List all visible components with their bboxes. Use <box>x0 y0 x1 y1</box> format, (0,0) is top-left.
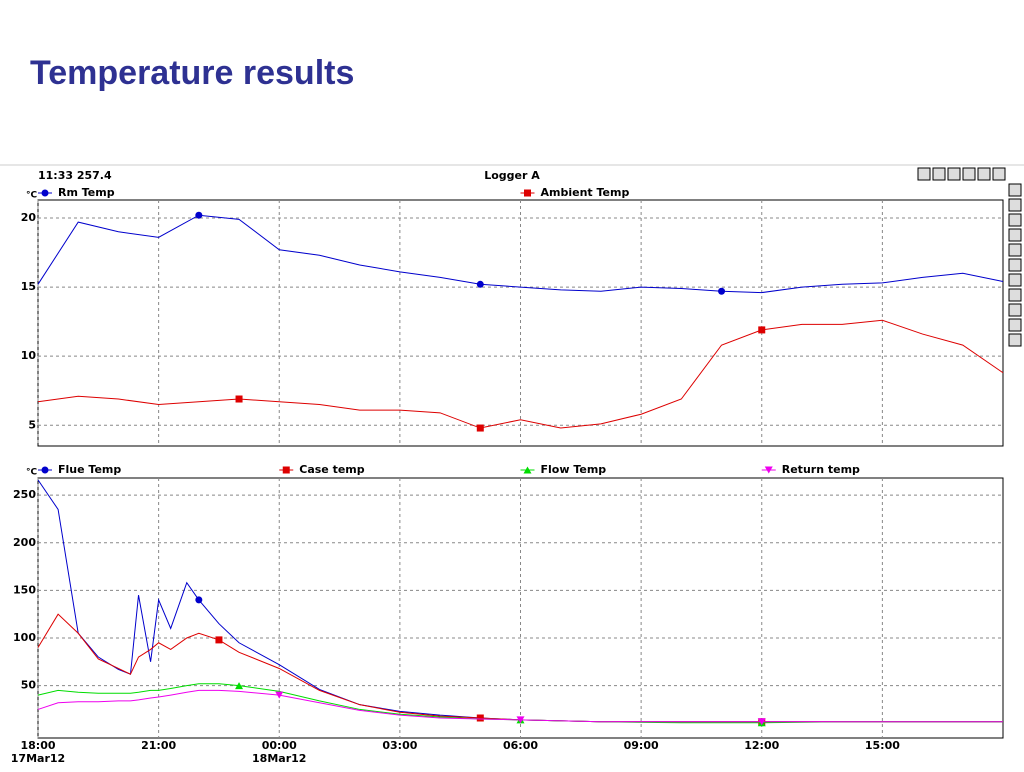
marker <box>718 287 726 295</box>
x-tick-label: 12:00 <box>744 739 779 752</box>
unit-label: °C <box>26 191 38 201</box>
tool-button[interactable] <box>1008 333 1022 347</box>
header-left: 11:33 257.4 <box>38 169 112 182</box>
y-tick-label: 100 <box>13 631 36 644</box>
tool-button[interactable] <box>977 167 991 181</box>
y-tick-label: 15 <box>21 280 36 293</box>
x-tick-label: 21:00 <box>141 739 176 752</box>
tool-button[interactable] <box>947 167 961 181</box>
marker <box>524 189 531 197</box>
x-tick-label: 03:00 <box>382 739 417 752</box>
marker <box>523 466 532 474</box>
marker <box>282 466 290 474</box>
marker <box>41 189 49 197</box>
y-tick-label: 20 <box>21 211 37 224</box>
x-tick-label: 18:00 <box>20 739 55 752</box>
tool-button[interactable] <box>1008 318 1022 332</box>
marker <box>764 466 773 474</box>
marker <box>275 691 284 699</box>
y-tick-label: 50 <box>21 679 37 692</box>
x-tick-label: 15:00 <box>865 739 900 752</box>
legend-label: Return temp <box>782 463 860 476</box>
marker <box>758 326 766 334</box>
y-tick-label: 150 <box>13 583 36 596</box>
marker <box>476 424 484 432</box>
y-tick-label: 250 <box>13 488 36 501</box>
tool-button[interactable] <box>1008 243 1022 257</box>
tool-button[interactable] <box>962 167 976 181</box>
legend-label: Ambient Temp <box>541 186 630 199</box>
y-tick-label: 200 <box>13 536 36 549</box>
marker <box>516 716 525 724</box>
series-line <box>37 319 1004 429</box>
x-tick-label: 09:00 <box>624 739 659 752</box>
marker <box>41 466 49 474</box>
legend-label: Case temp <box>299 463 365 476</box>
marker <box>215 636 223 644</box>
marker <box>235 682 244 690</box>
tool-button[interactable] <box>1008 198 1022 212</box>
tool-button[interactable] <box>1008 273 1022 287</box>
tool-button[interactable] <box>917 167 931 181</box>
x-date-label: 18Mar12 <box>252 752 306 765</box>
side-toolbar[interactable] <box>1008 183 1022 347</box>
unit-label: °C <box>26 468 38 478</box>
marker <box>476 280 484 288</box>
marker <box>195 211 203 219</box>
header-center: Logger A <box>484 169 540 182</box>
tool-button[interactable] <box>932 167 946 181</box>
legend-label: Rm Temp <box>58 186 115 199</box>
x-tick-label: 06:00 <box>503 739 538 752</box>
tool-button[interactable] <box>1008 258 1022 272</box>
marker <box>476 714 484 722</box>
x-tick-label: 00:00 <box>262 739 297 752</box>
toolbar[interactable] <box>917 167 1006 181</box>
marker <box>235 395 243 403</box>
marker <box>195 596 203 604</box>
legend-label: Flow Temp <box>541 463 607 476</box>
series-line <box>37 689 1003 723</box>
tool-button[interactable] <box>1008 213 1022 227</box>
tool-button[interactable] <box>1008 288 1022 302</box>
tool-button[interactable] <box>1008 183 1022 197</box>
tool-button[interactable] <box>992 167 1006 181</box>
slide-title: Temperature results <box>30 54 354 92</box>
y-tick-label: 10 <box>21 349 37 362</box>
x-date-label: 17Mar12 <box>11 752 65 765</box>
legend-label: Flue Temp <box>58 463 121 476</box>
y-tick-label: 5 <box>28 418 36 431</box>
tool-button[interactable] <box>1008 228 1022 242</box>
marker <box>757 718 766 726</box>
tool-button[interactable] <box>1008 303 1022 317</box>
